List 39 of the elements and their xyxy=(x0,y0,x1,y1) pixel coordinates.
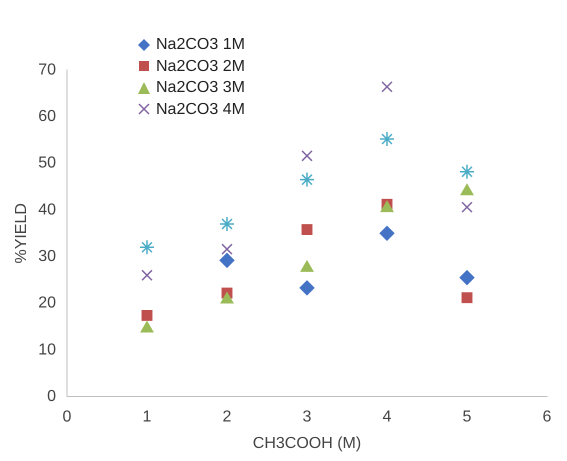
point xyxy=(221,243,233,255)
legend-label: Na2CO3 3M xyxy=(156,78,245,98)
y-tick-label: 50 xyxy=(38,154,56,172)
y-axis-title: %YIELD xyxy=(13,203,30,264)
y-tick-label: 30 xyxy=(38,248,56,266)
point xyxy=(300,280,314,296)
point xyxy=(460,270,474,286)
x-tick-label: 1 xyxy=(142,408,152,426)
x-tick-label: 3 xyxy=(302,408,312,426)
point xyxy=(139,240,155,256)
point xyxy=(461,201,473,213)
point xyxy=(299,172,315,188)
point xyxy=(459,164,475,180)
x-tick-label: 5 xyxy=(462,408,472,426)
x-tick-label: 4 xyxy=(382,408,392,426)
point xyxy=(141,270,153,281)
legend-label: Na2CO3 4M xyxy=(156,100,245,120)
x-axis-title: CH3COOH (M) xyxy=(252,434,362,452)
point xyxy=(302,224,312,236)
y-tick-label: 60 xyxy=(38,108,56,126)
x-tick-label: 6 xyxy=(542,408,552,426)
y-tick-label: 0 xyxy=(47,388,56,406)
point xyxy=(379,131,395,147)
point xyxy=(380,226,394,241)
point xyxy=(220,252,234,268)
x-tick-label: 0 xyxy=(62,408,72,426)
y-tick-label: 20 xyxy=(38,294,56,312)
point xyxy=(219,216,235,232)
y-tick-label: 10 xyxy=(38,341,56,358)
point xyxy=(220,292,234,304)
x-tick-label: 2 xyxy=(222,408,232,426)
legend-label: Na2CO3 2M xyxy=(156,56,245,76)
point xyxy=(381,81,393,92)
point xyxy=(301,150,313,162)
y-tick-label: 70 xyxy=(38,61,56,78)
legend-label: Na2CO3 1M xyxy=(156,35,245,55)
point xyxy=(142,310,152,321)
y-tick-label: 40 xyxy=(38,201,56,218)
point xyxy=(462,292,472,304)
